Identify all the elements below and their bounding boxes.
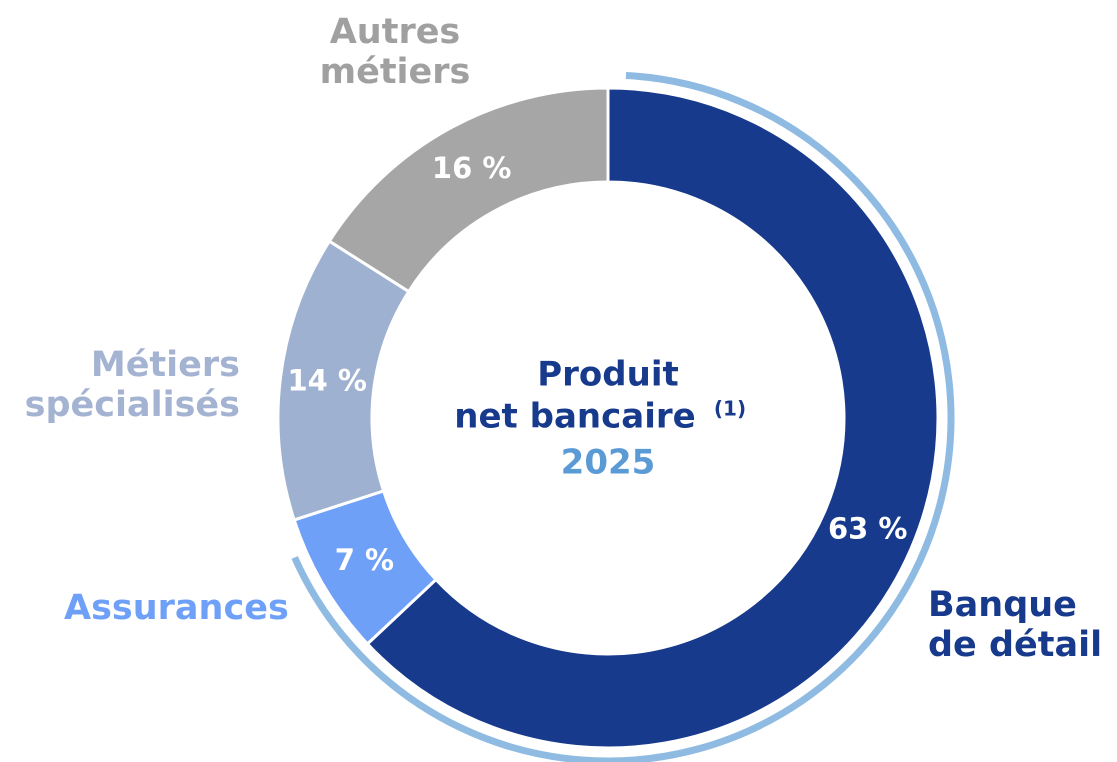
category-label: Autres métiers <box>319 12 471 92</box>
value-label: 7 % <box>335 543 394 577</box>
value-label: 14 % <box>287 364 367 398</box>
value-label: 16 % <box>432 151 512 185</box>
donut-segment <box>327 86 610 294</box>
center-subtitle: net bancaire <box>454 397 695 437</box>
category-label: Banque de détail <box>928 585 1103 665</box>
ring: 63 % 7 % 14 % 16 % <box>276 71 955 762</box>
category-label: Métiers spécialisés <box>24 345 240 425</box>
center-title: Produit <box>537 355 679 395</box>
highlight-arc <box>291 71 955 762</box>
category-label: Assurances <box>64 588 289 628</box>
footnote-marker: (1) <box>714 397 746 421</box>
donut-segment <box>365 86 940 750</box>
value-label: 63 % <box>828 511 908 545</box>
center-year: 2025 <box>561 443 656 483</box>
